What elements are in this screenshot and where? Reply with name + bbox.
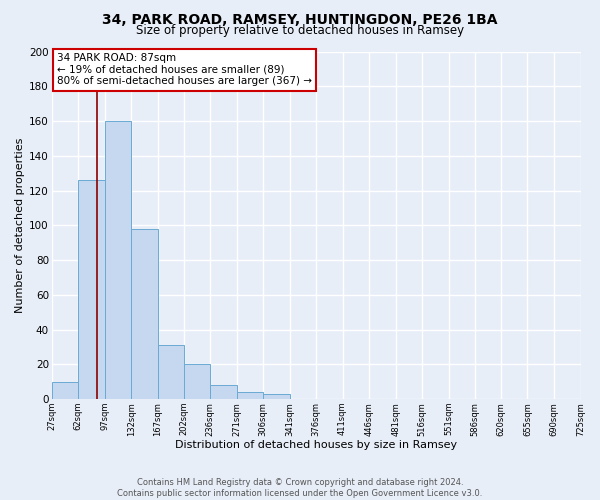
Text: 34 PARK ROAD: 87sqm
← 19% of detached houses are smaller (89)
80% of semi-detach: 34 PARK ROAD: 87sqm ← 19% of detached ho… — [57, 53, 312, 86]
Bar — [263, 394, 290, 399]
Bar — [52, 382, 78, 399]
Bar — [210, 385, 236, 399]
Bar — [158, 345, 184, 399]
Text: 34, PARK ROAD, RAMSEY, HUNTINGDON, PE26 1BA: 34, PARK ROAD, RAMSEY, HUNTINGDON, PE26 … — [102, 12, 498, 26]
Bar — [131, 229, 158, 399]
Bar — [78, 180, 105, 399]
Text: Size of property relative to detached houses in Ramsey: Size of property relative to detached ho… — [136, 24, 464, 37]
Bar — [236, 392, 263, 399]
Bar — [105, 121, 131, 399]
Bar — [184, 364, 210, 399]
X-axis label: Distribution of detached houses by size in Ramsey: Distribution of detached houses by size … — [175, 440, 457, 450]
Y-axis label: Number of detached properties: Number of detached properties — [15, 138, 25, 313]
Text: Contains HM Land Registry data © Crown copyright and database right 2024.
Contai: Contains HM Land Registry data © Crown c… — [118, 478, 482, 498]
